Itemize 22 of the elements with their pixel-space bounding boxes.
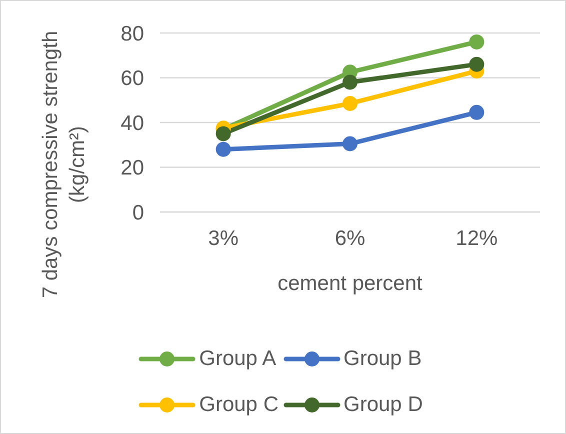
x-tick-label: 3% — [208, 226, 239, 250]
y-tick-label: 60 — [120, 67, 144, 90]
y-tick-label: 20 — [120, 156, 144, 180]
point — [216, 126, 231, 142]
y-tick-label: 40 — [120, 112, 144, 135]
point — [216, 142, 231, 157]
y-tick-label: 80 — [120, 22, 144, 46]
point — [469, 56, 484, 72]
x-tick-label: 12% — [456, 226, 498, 250]
point — [469, 34, 484, 50]
y-axis-title: 7 days compressive strength (kg/cm²) — [38, 30, 89, 298]
point — [469, 104, 484, 120]
legend-label: Group C — [199, 393, 278, 417]
y-tick-label: 0 — [132, 201, 144, 224]
point — [342, 136, 358, 152]
legend-label: Group B — [344, 347, 422, 371]
point — [342, 96, 358, 111]
legend-label: Group D — [344, 393, 423, 417]
x-axis-title: cement percent — [278, 272, 423, 295]
point — [342, 74, 358, 90]
legend-label: Group A — [199, 347, 276, 371]
x-tick-label: 6% — [334, 226, 366, 250]
